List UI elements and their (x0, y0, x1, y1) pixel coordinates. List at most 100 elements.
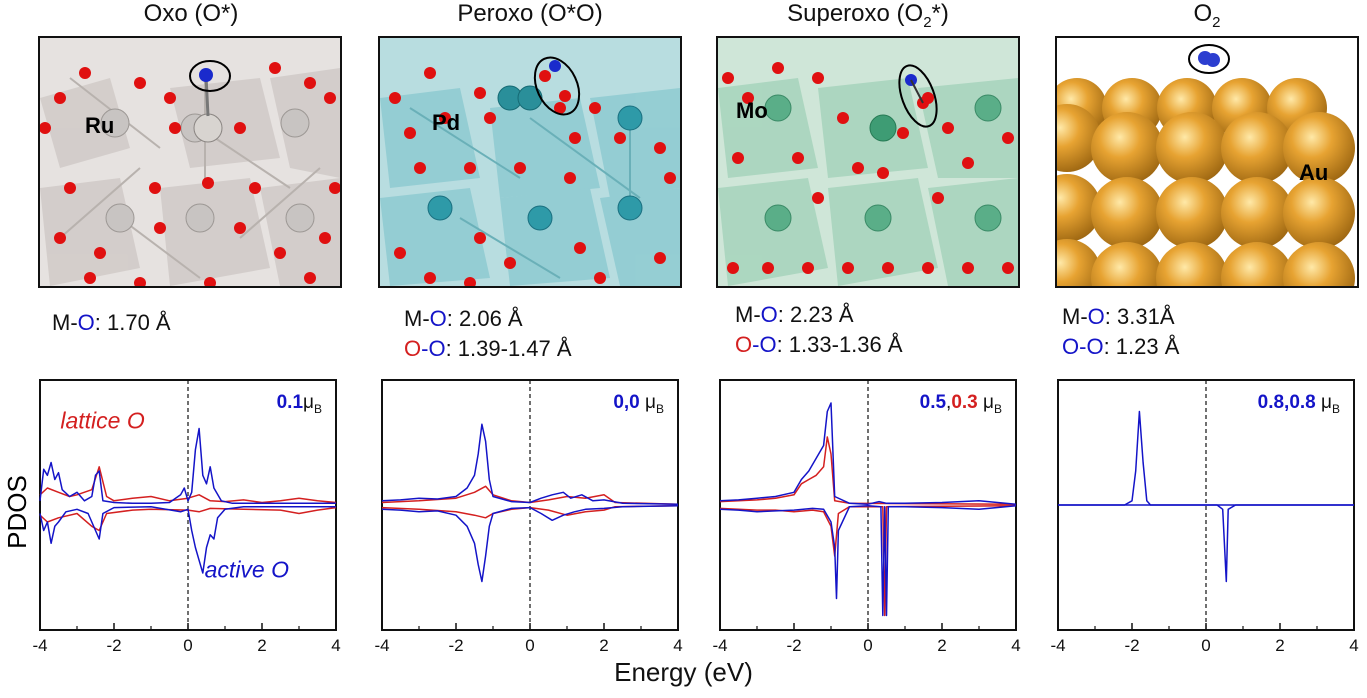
bond-line: M-O: 2.06 Å (404, 304, 572, 334)
y-axis-label: PDOS (2, 475, 32, 549)
bond-rest: : 1.70 Å (94, 310, 171, 335)
structure-o2: Au (1055, 36, 1359, 288)
series-active-O-up (39, 427, 336, 505)
x-axis-label: Energy (eV) (614, 657, 753, 687)
series-active-O-up (1058, 410, 1354, 506)
x-tick-label: -2 (786, 636, 801, 654)
superoxo-title-end: *) (931, 0, 949, 27)
moment-part: μ (303, 392, 314, 413)
moment-part: 0.1 (277, 392, 304, 413)
moment-subscript: B (994, 402, 1002, 416)
bond-rest: : 2.06 Å (446, 306, 523, 331)
bond-rest: : 1.23 Å (1103, 334, 1180, 359)
x-tick-label: -4 (374, 636, 389, 654)
bond-line: O-O: 1.23 Å (1062, 332, 1179, 362)
magnetic-moment-label: 0,0 μB (613, 392, 664, 416)
bond-a: M- (735, 302, 761, 327)
series-active-O-up (381, 423, 679, 505)
bond-a: O-O (1062, 334, 1104, 359)
series-active-O-down (1058, 504, 1354, 583)
panel-title-peroxo: Peroxo (O*O) (457, 0, 603, 27)
magnetic-moment-label: 0.1μB (277, 392, 322, 416)
series-active-O-down (719, 505, 1017, 617)
o2-structure-drawing: Au (1057, 38, 1357, 286)
bond-a: M- (52, 310, 78, 335)
bond-b: O (1087, 304, 1105, 329)
moment-part: 0,0 (613, 392, 639, 413)
bond-a: M- (404, 306, 430, 331)
panel-title-superoxo: Superoxo (O2*) (718, 0, 1018, 32)
series-active-O-down (39, 505, 336, 574)
panel-title-oxo: Oxo (O*) (143, 0, 239, 27)
bond-rest: : 1.39-1.47 Å (445, 336, 572, 361)
moment-part: 0.5 (920, 392, 947, 413)
metal-label-au: Au (1299, 160, 1328, 185)
superoxo-title-main: Superoxo (O (787, 0, 924, 27)
metal-label-mo: Mo (736, 98, 768, 123)
x-tick-label: 0 (1201, 636, 1210, 654)
bond-line: M-O: 2.23 Å (735, 300, 903, 330)
moment-part: μ (978, 392, 994, 413)
peroxo-structure-drawing: Pd (380, 38, 680, 286)
bond-b: -O (752, 332, 777, 357)
bonds-superoxo: M-O: 2.23 Å O-O: 1.33-1.36 Å (735, 300, 903, 360)
metal-label-ru: Ru (85, 113, 114, 138)
x-tick-label: 2 (937, 636, 946, 654)
bond-line: O-O: 1.39-1.47 Å (404, 334, 572, 364)
moment-part: , (946, 392, 951, 413)
panel-title-o2: O2 (1057, 0, 1357, 32)
x-tick-label: -2 (1124, 636, 1139, 654)
x-tick-label: 4 (1011, 636, 1020, 654)
x-tick-label: 2 (257, 636, 266, 654)
magnetic-moment-label: 0.5,0.3 μB (920, 392, 1002, 416)
moment-part: 0.3 (951, 392, 977, 413)
x-tick-label: 0 (863, 636, 872, 654)
bond-b: O (760, 302, 778, 327)
bond-a: M- (1062, 304, 1088, 329)
bond-rest: : 1.33-1.36 Å (776, 332, 903, 357)
bonds-peroxo: M-O: 2.06 Å O-O: 1.39-1.47 Å (404, 304, 572, 364)
active-o-annotation: active O (205, 556, 289, 582)
o2-title-sub: 2 (1212, 13, 1221, 31)
bond-a: O (735, 332, 753, 357)
x-tick-label: 0 (525, 636, 534, 654)
superoxo-structure-drawing: Mo (718, 38, 1018, 286)
bond-b: -O (421, 336, 446, 361)
moment-subscript: B (1332, 402, 1340, 416)
bond-line: O-O: 1.33-1.36 Å (735, 330, 903, 360)
lattice-o-annotation: lattice O (60, 408, 144, 434)
x-tick-label: -2 (448, 636, 463, 654)
series-active-O-down (381, 505, 679, 583)
x-tick-label: 0 (183, 636, 192, 654)
superoxo-title-sub: 2 (923, 13, 932, 31)
moment-part: μ (640, 392, 656, 413)
pdos-panel-peroxo: -4 -2 0 2 4 0,0 μB (374, 379, 683, 654)
structure-peroxo: Pd (378, 36, 682, 288)
x-tick-label: 4 (1349, 636, 1358, 654)
moment-part: 0.8,0.8 (1258, 392, 1316, 413)
bond-line: M-O: 3.31Å (1062, 302, 1179, 332)
x-tick-label: 2 (599, 636, 608, 654)
x-tick-label: 4 (331, 636, 340, 654)
bond-rest: : 2.23 Å (777, 302, 854, 327)
x-tick-label: 4 (673, 636, 682, 654)
bond-b: O (429, 306, 447, 331)
structure-oxo: Ru (38, 36, 342, 288)
series-lattice-O-up (39, 466, 337, 504)
x-tick-label: -4 (32, 636, 47, 654)
pdos-panel-superoxo: -4 -2 0 2 4 0.5,0.3 μB (712, 379, 1021, 654)
structure-superoxo: Mo (716, 36, 1020, 288)
oxo-structure-drawing: Ru (40, 38, 340, 286)
bond-rest: : 3.31Å (1104, 304, 1175, 329)
x-tick-label: -2 (106, 636, 121, 654)
bond-line: M-O: 1.70 Å (52, 308, 171, 338)
bonds-oxo: M-O: 1.70 Å (52, 308, 171, 338)
bond-b: O (77, 310, 95, 335)
moment-part: μ (1316, 392, 1332, 413)
x-tick-label: -4 (712, 636, 727, 654)
moment-subscript: B (314, 402, 322, 416)
x-tick-label: 2 (1275, 636, 1284, 654)
bond-a: O (404, 336, 422, 361)
pdos-panel-o2: -4 -2 0 2 4 0.8,0.8 μB (1050, 379, 1359, 654)
